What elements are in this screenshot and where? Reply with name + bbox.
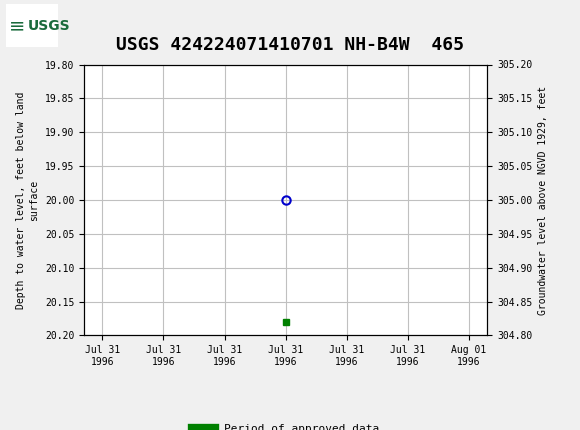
Y-axis label: Groundwater level above NGVD 1929, feet: Groundwater level above NGVD 1929, feet [538, 86, 548, 314]
Legend: Period of approved data: Period of approved data [188, 419, 383, 430]
Bar [6, 4, 58, 47]
Text: USGS 424224071410701 NH-B4W  465: USGS 424224071410701 NH-B4W 465 [116, 36, 464, 54]
Text: USGS: USGS [28, 19, 70, 33]
Text: ≡: ≡ [9, 16, 25, 35]
Y-axis label: Depth to water level, feet below land
surface: Depth to water level, feet below land su… [16, 91, 39, 309]
